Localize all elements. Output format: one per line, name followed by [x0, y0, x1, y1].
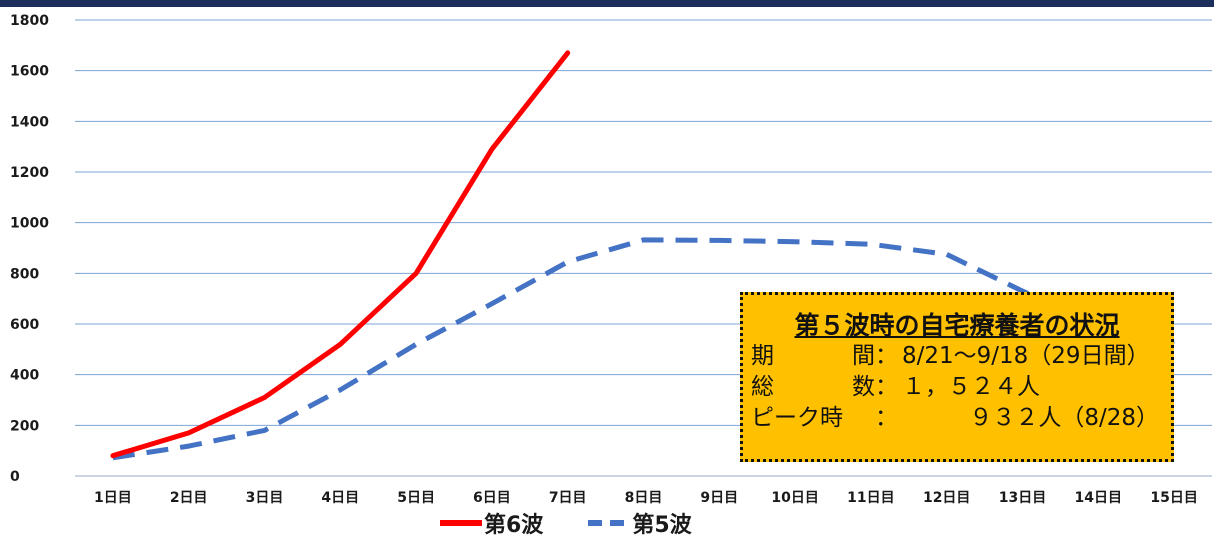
- x-tick-label: 11日目: [847, 490, 894, 506]
- series-line-wave5: [112, 237, 1175, 461]
- y-tick-label: 600: [10, 317, 39, 333]
- y-tick-label: 200: [10, 418, 39, 434]
- legend-label-wave6: 第6波: [484, 513, 544, 538]
- x-tick-label: 6日目: [473, 490, 511, 506]
- info-label-total-b: 数: [852, 374, 875, 400]
- x-tick-label: 2日目: [170, 490, 208, 506]
- line-chart: 0 200 400 600 800 1000 1200 1400 1600 1800 1日目 2日目…: [10, 13, 1212, 506]
- info-box-title: 第５波時の自宅療養者の状況: [794, 311, 1120, 340]
- legend-swatch-wave6: [440, 520, 482, 526]
- x-tick-label: 15日目: [1150, 490, 1197, 506]
- x-tick-label: 13日目: [999, 490, 1046, 506]
- legend: 第6波 第5波: [440, 508, 737, 538]
- y-tick-label: 400: [10, 368, 39, 384]
- info-label-peak: ピーク時: [751, 405, 843, 431]
- legend-item-wave6: 第6波: [440, 507, 543, 539]
- info-colon: ：: [875, 374, 898, 400]
- info-label-period-a: 期: [751, 343, 774, 369]
- x-tick-label: 12日目: [923, 490, 970, 506]
- series-lines: [110, 50, 1175, 461]
- info-value-period: 8/21～9/18（29日間）: [902, 343, 1150, 369]
- y-tick-label: 1400: [10, 114, 49, 130]
- info-label-total-a: 総: [751, 374, 774, 400]
- x-tick-label: 1日目: [94, 490, 132, 506]
- y-tick-label: 1200: [10, 165, 49, 181]
- y-tick-label: 800: [10, 266, 39, 282]
- x-tick-label: 14日目: [1075, 490, 1122, 506]
- y-tick-label: 1600: [10, 64, 49, 80]
- x-tick-label: 3日目: [246, 490, 284, 506]
- info-value-peak: ９３２人（8/28）: [969, 405, 1159, 431]
- x-axis-ticks: 1日目 2日目 3日目 4日目 5日目 6日目 7日目 8日目 9日目 10日目 11日目 12日目 1…: [94, 490, 1198, 506]
- info-row-period: 期 間 ： 8/21～9/18（29日間）: [751, 341, 1163, 372]
- x-tick-label: 7日目: [549, 490, 587, 506]
- info-label-total: 総 数: [751, 372, 875, 403]
- info-label-period: 期 間: [751, 341, 875, 372]
- info-colon: ：: [875, 343, 898, 369]
- legend-item-wave5: 第5波: [588, 507, 692, 539]
- x-tick-label: 5日目: [397, 490, 435, 506]
- wave5-info-box: 第５波時の自宅療養者の状況 期 間 ： 8/21～9/18（29日間） 総 数 …: [740, 292, 1174, 462]
- x-tick-label: 8日目: [625, 490, 663, 506]
- y-axis-ticks: 0 200 400 600 800 1000 1200 1400 1600 1800: [10, 13, 49, 485]
- legend-label-wave5: 第5波: [632, 513, 692, 538]
- info-value-total: １，５２４人: [902, 374, 1040, 400]
- series-line-wave6: [110, 50, 571, 459]
- x-tick-label: 9日目: [700, 490, 738, 506]
- info-row-peak: ピーク時 ： ９３２人（8/28）: [751, 403, 1163, 434]
- legend-swatch-wave5: [588, 520, 631, 526]
- info-label-period-b: 間: [852, 343, 875, 369]
- top-border-bar: [0, 0, 1214, 7]
- x-tick-label: 10日目: [771, 490, 818, 506]
- info-row-total: 総 数 ： １，５２４人: [751, 372, 1163, 403]
- x-tick-label: 4日目: [321, 490, 359, 506]
- y-tick-label: 1800: [10, 13, 49, 29]
- y-tick-label: 1000: [10, 216, 49, 232]
- info-colon: ：: [875, 405, 898, 431]
- y-tick-label: 0: [10, 469, 20, 485]
